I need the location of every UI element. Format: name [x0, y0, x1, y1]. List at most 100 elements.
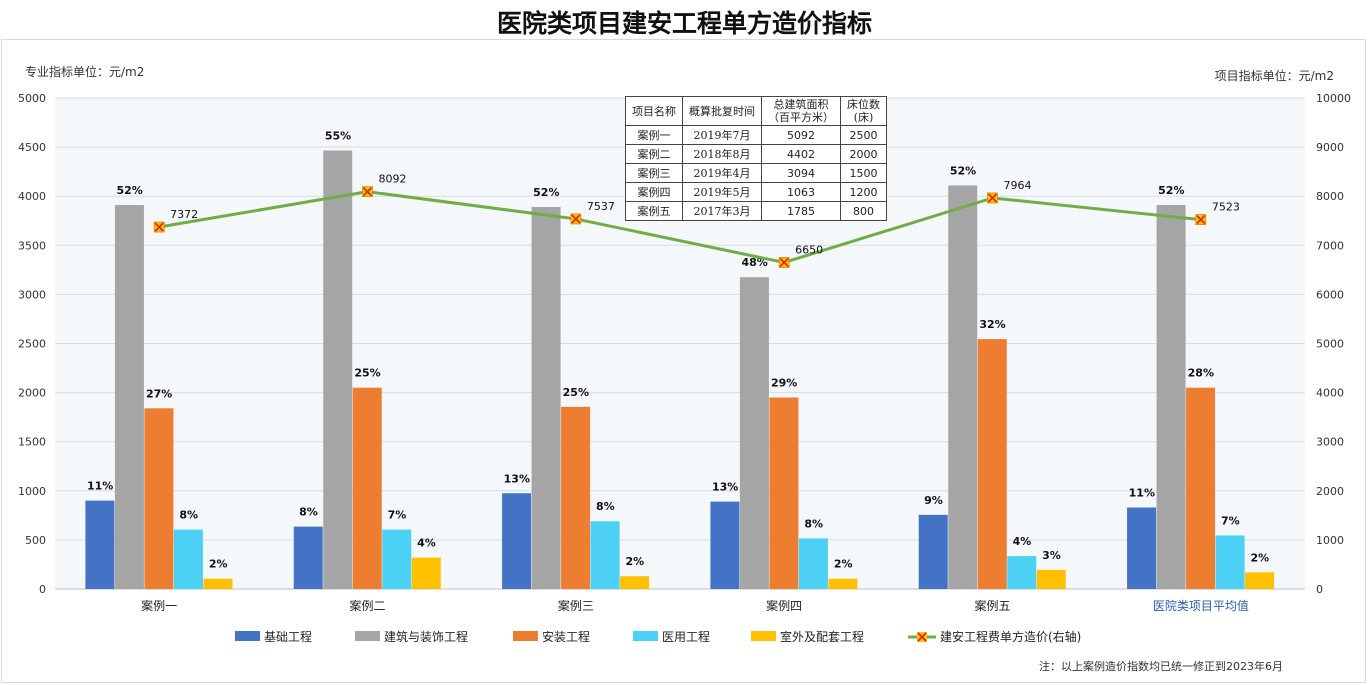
table-cell: 2019年7月 — [682, 125, 762, 145]
bar-data-label: 8% — [804, 517, 823, 530]
right-tick-label: 0 — [1316, 583, 1323, 596]
bar — [323, 150, 353, 590]
table-row: 案例三 2019年4月 3094 1500 — [625, 163, 887, 183]
left-tick-label: 0 — [39, 583, 46, 596]
line-marker-cross — [779, 257, 789, 268]
legend-item: 建筑与装饰工程 — [355, 629, 468, 644]
table-cell: 800 — [840, 201, 887, 221]
table-cell: 2019年5月 — [682, 182, 762, 202]
left-axis-unit: 专业指标单位：元/m2 — [25, 64, 144, 79]
bar-data-label: 7% — [388, 509, 407, 522]
table-cell: 4402 — [761, 144, 841, 164]
table-cell: 2500 — [840, 125, 887, 145]
case-info-table: 项目名称 概算批复时间 总建筑面积 （百平方米） 床位数 (床) 案例一 2019年7月 50… — [625, 96, 887, 221]
bar-data-label: 8% — [179, 509, 198, 522]
right-tick-label: 8000 — [1316, 190, 1344, 203]
table-cell: 案例五 — [625, 201, 683, 221]
bar-data-label: 2% — [834, 558, 853, 571]
left-tick-label: 2500 — [18, 338, 46, 351]
bar — [590, 521, 620, 589]
legend-item: 医用工程 — [633, 629, 710, 644]
bar — [710, 501, 740, 589]
table-cell: 2000 — [840, 144, 887, 164]
bar-data-label: 11% — [87, 480, 113, 493]
right-axis-unit: 项目指标单位：元/m2 — [1215, 68, 1334, 83]
table-cell: 案例一 — [625, 125, 683, 145]
table-row: 案例二 2018年8月 4402 2000 — [625, 144, 887, 164]
bar — [411, 557, 441, 589]
bar-data-label: 4% — [1013, 535, 1032, 548]
bar — [531, 207, 561, 589]
right-tick-label: 2000 — [1316, 485, 1344, 498]
table-cell: 2018年8月 — [682, 144, 762, 164]
bar-data-label: 13% — [504, 472, 530, 485]
legend-swatch — [633, 631, 658, 641]
legend-item: 安装工程 — [513, 629, 590, 644]
bar — [620, 576, 650, 589]
bar-data-label: 4% — [417, 537, 436, 550]
table-row: 案例四 2019年5月 1063 1200 — [625, 182, 887, 202]
bar — [352, 387, 382, 589]
legend-label: 建筑与装饰工程 — [384, 629, 468, 644]
line-data-label: 7372 — [170, 208, 198, 221]
left-tick-label: 1500 — [18, 436, 46, 449]
left-tick-label: 4000 — [18, 190, 46, 203]
bar — [561, 406, 591, 589]
bar-data-label: 7% — [1221, 514, 1240, 527]
bar — [114, 205, 144, 589]
bar — [1036, 569, 1066, 589]
table-row: 案例五 2017年3月 1785 800 — [625, 201, 887, 221]
bar — [828, 578, 858, 589]
bar-data-label: 8% — [596, 500, 615, 513]
left-tick-label: 3000 — [18, 288, 46, 301]
line-point — [1195, 214, 1207, 226]
left-tick-label: 3500 — [18, 239, 46, 252]
legend-label: 室外及配套工程 — [780, 629, 864, 644]
table-cell: 1500 — [840, 163, 887, 183]
left-tick-label: 4500 — [18, 141, 46, 154]
bar — [739, 277, 769, 589]
line-point — [153, 221, 165, 233]
chart-frame — [1, 39, 1366, 683]
left-tick-label: 1000 — [18, 485, 46, 498]
table-cell: 案例三 — [625, 163, 683, 183]
legend-label: 医用工程 — [662, 629, 710, 644]
bar — [203, 578, 233, 589]
legend: 基础工程 建筑与装饰工程 安装工程 医用工程 室外及配套工程 建安工程费单方造价(右轴) — [235, 629, 1081, 644]
right-tick-label: 10000 — [1316, 92, 1351, 105]
table-cell: 5092 — [761, 125, 841, 145]
line-marker-cross — [987, 193, 998, 203]
bar-data-label: 11% — [1129, 486, 1155, 499]
bar — [798, 538, 828, 589]
right-tick-label: 5000 — [1316, 338, 1344, 351]
bar-data-label: 8% — [299, 506, 318, 519]
category-label: 案例五 — [974, 598, 1010, 613]
line-point — [362, 186, 373, 198]
table-header-cell: 总建筑面积 （百平方米） — [761, 96, 841, 126]
right-tick-label: 1000 — [1316, 534, 1344, 547]
bar — [293, 526, 323, 589]
bar-data-label: 55% — [325, 130, 351, 143]
bar — [1186, 387, 1216, 589]
legend-item: 基础工程 — [235, 629, 312, 644]
right-tick-label: 4000 — [1316, 387, 1344, 400]
bar-data-label: 27% — [146, 387, 172, 400]
line-path — [158, 190, 1201, 265]
table-header-row: 项目名称 概算批复时间 总建筑面积 （百平方米） 床位数 (床) — [625, 96, 887, 126]
bar — [1215, 535, 1245, 589]
bar — [85, 500, 115, 589]
bar-data-label: 29% — [771, 377, 797, 390]
right-tick-label: 6000 — [1316, 288, 1344, 301]
bar-series: 11% 8% 13% 13% 9% 11% 52% 55% 52% 48% 52% 52% 27% 25%… — [85, 130, 1275, 590]
bar — [502, 493, 532, 589]
line-point — [778, 257, 790, 268]
line-data-label: 7964 — [1004, 179, 1032, 192]
bar-data-label: 48% — [741, 256, 767, 269]
bar — [382, 529, 412, 589]
line-data-label: 7537 — [587, 200, 615, 213]
legend-swatch — [751, 631, 776, 641]
bar — [977, 339, 1007, 589]
table-row: 案例一 2019年7月 5092 2500 — [625, 125, 887, 145]
right-axis-ticks: 0 1000 2000 3000 4000 5000 6000 7000 8000 9000 100… — [1316, 92, 1351, 596]
right-tick-label: 3000 — [1316, 436, 1344, 449]
